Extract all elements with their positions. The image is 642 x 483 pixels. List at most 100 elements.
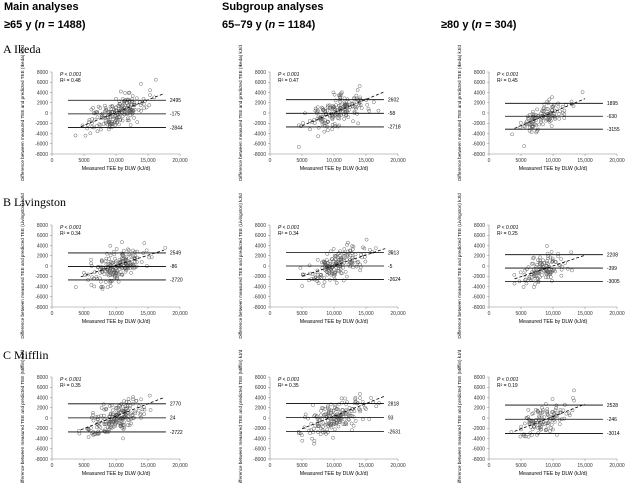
data-point (325, 103, 330, 108)
data-point (330, 127, 335, 131)
data-point (103, 269, 107, 274)
data-point (123, 110, 128, 114)
data-point (562, 116, 567, 120)
mean-difference-label: -630 (607, 114, 617, 120)
data-point (113, 119, 117, 124)
data-point (567, 411, 572, 416)
data-point (530, 261, 534, 266)
y-tick-label: -8000 (35, 457, 48, 463)
y-tick-label: -6000 (472, 295, 485, 301)
data-point (512, 272, 517, 277)
upper-loa-label: 2613 (388, 250, 399, 256)
data-point (531, 122, 536, 126)
y-tick-label: 0 (482, 416, 485, 422)
y-axis-title: Difference between measured TEE and pred… (20, 349, 25, 483)
data-point (354, 106, 358, 111)
data-point (550, 279, 554, 283)
data-point (122, 248, 126, 253)
data-point (330, 117, 335, 121)
data-point (124, 412, 128, 417)
data-point (127, 90, 132, 95)
data-point (335, 112, 340, 117)
data-point (551, 410, 555, 414)
data-point (316, 125, 321, 130)
data-point (134, 399, 139, 403)
data-point (542, 105, 546, 110)
y-tick-label: -2000 (472, 121, 485, 127)
x-tick-label: 20,000 (390, 311, 406, 317)
data-point (131, 103, 136, 107)
data-point (544, 272, 549, 276)
data-point (510, 132, 514, 137)
data-point (110, 272, 115, 277)
data-point (351, 244, 356, 249)
y-axis-title: Difference between measured TEE and pred… (20, 193, 25, 339)
data-point (532, 285, 536, 289)
data-point (353, 396, 358, 400)
data-point (554, 406, 558, 410)
data-point (139, 397, 143, 402)
data-point (116, 279, 121, 284)
data-point (329, 264, 334, 269)
data-point (334, 281, 339, 285)
upper-loa-label: 2549 (170, 251, 181, 257)
data-point (90, 125, 94, 129)
data-point (139, 101, 144, 105)
data-point (340, 107, 345, 111)
data-point (346, 115, 351, 119)
lower-loa-label: -2631 (388, 429, 401, 435)
x-tick-label: 0 (269, 158, 272, 164)
data-point (354, 93, 359, 98)
data-point (111, 250, 116, 254)
data-point (129, 421, 134, 426)
data-point (337, 103, 342, 108)
panel-mifflin-1: -8000 -6000 -4000 -2000 0 2000 4000 6000 8000 0 50… (238, 349, 406, 483)
y-tick-label: -6000 (472, 447, 485, 453)
data-point (333, 403, 337, 408)
data-point (536, 113, 540, 118)
data-point (328, 423, 332, 427)
lower-loa-label: -3155 (607, 127, 620, 133)
r-squared-label: R² = 0.19 (497, 383, 518, 389)
y-tick-label: -8000 (472, 152, 485, 158)
data-point (114, 406, 119, 411)
x-tick-label: 20,000 (172, 463, 188, 469)
data-point (331, 247, 336, 251)
data-point (96, 417, 100, 421)
y-tick-label: 2000 (255, 101, 266, 107)
data-point (541, 258, 545, 263)
data-point (355, 260, 360, 265)
y-tick-label: -8000 (472, 305, 485, 311)
data-point (529, 130, 534, 134)
data-point (527, 116, 531, 121)
data-point (518, 434, 523, 439)
data-point (296, 145, 301, 149)
data-point (556, 112, 561, 116)
data-point (538, 265, 543, 269)
data-point (133, 250, 137, 254)
column-header-65-79: 65–79 y (n = 1184) (222, 19, 316, 31)
data-point (95, 129, 100, 134)
x-tick-label: 0 (51, 463, 54, 469)
data-point (355, 112, 360, 116)
data-point (112, 108, 116, 112)
data-point (338, 258, 343, 262)
data-point (530, 427, 535, 432)
x-tick-label: 20,000 (609, 158, 625, 164)
x-axis-title: Measured TEE by DLW (kJ/d) (519, 166, 588, 172)
x-tick-label: 15,000 (140, 158, 156, 164)
data-point (546, 256, 550, 261)
data-point (312, 441, 316, 446)
data-point (372, 100, 376, 104)
data-point (527, 420, 532, 424)
data-point (332, 92, 337, 97)
data-point (96, 104, 101, 109)
data-point (99, 285, 103, 290)
data-point (324, 121, 328, 126)
data-point (358, 268, 362, 273)
r-squared-label: R² = 0.34 (60, 231, 81, 237)
data-point (356, 121, 360, 126)
data-point (323, 108, 328, 113)
data-point (546, 413, 550, 418)
data-point (114, 259, 118, 264)
